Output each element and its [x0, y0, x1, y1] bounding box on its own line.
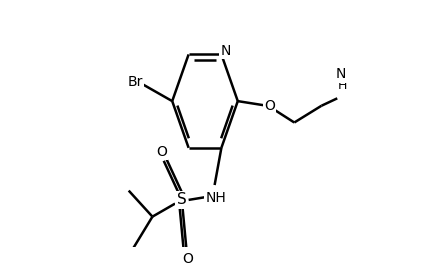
Text: N: N [221, 44, 231, 58]
Text: NH: NH [205, 191, 226, 205]
Text: S: S [177, 192, 187, 207]
Text: O: O [264, 99, 275, 113]
Text: O: O [156, 144, 167, 158]
Text: H: H [338, 79, 347, 92]
Text: O: O [182, 253, 193, 265]
Text: N: N [335, 67, 346, 81]
Text: Br: Br [127, 74, 143, 89]
